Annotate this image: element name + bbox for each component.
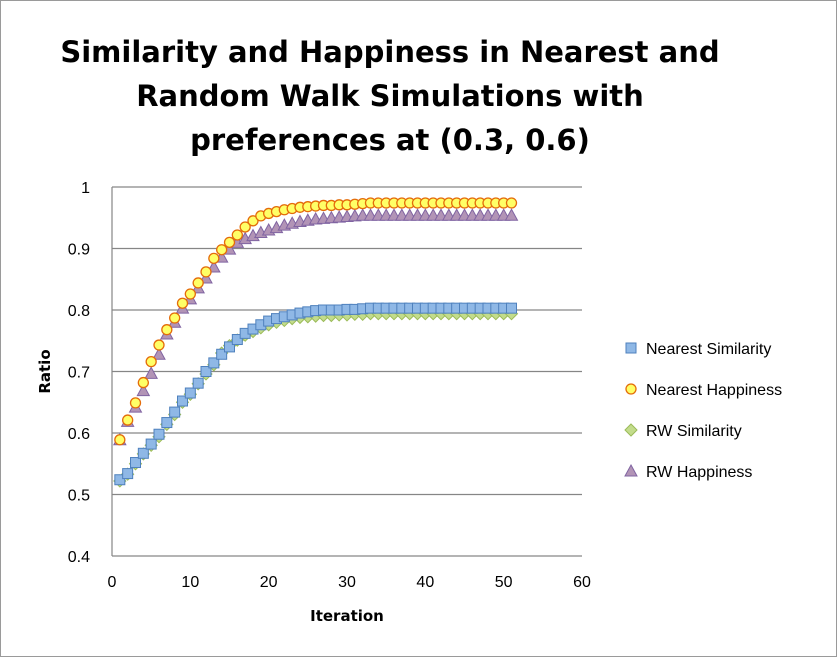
- data-point: [152, 347, 166, 360]
- x-tick-label: 40: [416, 574, 434, 591]
- y-tick-label: 0.9: [68, 242, 90, 259]
- x-tick-label: 30: [338, 574, 356, 591]
- data-point: [169, 312, 181, 324]
- axes: [111, 187, 582, 557]
- data-point: [122, 468, 134, 480]
- data-point: [114, 434, 126, 446]
- y-tick-label: 0.8: [68, 303, 90, 320]
- data-point: [231, 334, 243, 346]
- data-point: [200, 366, 212, 377]
- data-point: [130, 457, 141, 469]
- data-point: [153, 428, 165, 440]
- series-nearest-happiness: [114, 197, 518, 446]
- gridlines: [112, 186, 582, 496]
- y-tick-label: 0.6: [68, 426, 90, 443]
- chart-title-line-2: Random Walk Simulations with: [136, 79, 644, 113]
- data-point: [145, 356, 157, 368]
- x-axis-label: Iteration: [310, 607, 384, 625]
- y-tick-label: 0.4: [68, 549, 90, 566]
- data-point: [247, 215, 259, 227]
- chart-title: Similarity and Happiness in Nearest and …: [60, 30, 720, 162]
- series-rw-similarity: [113, 306, 519, 488]
- chart-title-line-1: Similarity and Happiness in Nearest and: [60, 35, 720, 69]
- data-point: [114, 474, 126, 486]
- data-point: [137, 447, 149, 459]
- x-tick-label: 20: [260, 574, 278, 591]
- legend-label: Nearest Similarity: [646, 341, 771, 358]
- data-point: [504, 208, 519, 221]
- legend-marker: [624, 423, 638, 437]
- legend-label: RW Similarity: [646, 423, 742, 440]
- data-point: [200, 266, 212, 278]
- x-tick-label: 10: [181, 574, 199, 591]
- x-tick-label: 50: [495, 574, 513, 591]
- y-tick-label: 1: [81, 180, 90, 197]
- data-point: [153, 339, 165, 351]
- data-point: [161, 324, 173, 336]
- x-tick-label: 60: [573, 574, 591, 591]
- tick-labels: 0.40.50.60.70.80.910 10 20 30 40 50 60: [68, 180, 591, 591]
- data-point: [223, 236, 236, 249]
- data-point: [216, 348, 228, 360]
- series-nearest-similarity: [114, 302, 517, 486]
- y-tick-label: 0.7: [68, 365, 90, 382]
- data-point: [239, 221, 251, 233]
- data-point: [145, 438, 157, 450]
- data-point: [137, 376, 149, 389]
- data-point: [224, 341, 235, 353]
- data-point: [122, 414, 134, 426]
- data-point: [161, 417, 173, 429]
- data-point: [216, 244, 228, 256]
- legend-label: Nearest Happiness: [646, 382, 782, 399]
- legend-marker: [625, 383, 637, 395]
- data-point: [192, 277, 204, 289]
- legend-marker: [624, 463, 638, 477]
- legend-label: RW Happiness: [646, 464, 752, 481]
- data-point: [506, 302, 517, 314]
- data-point: [129, 397, 142, 409]
- chart-title-line-3: preferences at (0.3, 0.6): [190, 123, 590, 157]
- x-tick-label: 0: [108, 574, 117, 591]
- y-axis-label: Ratio: [36, 349, 54, 393]
- data-marks: [112, 197, 519, 488]
- legend: Nearest Similarity Nearest Happiness RW Si…: [624, 341, 782, 481]
- data-point: [144, 366, 159, 379]
- data-point: [184, 387, 196, 399]
- y-tick-label: 0.5: [68, 488, 90, 505]
- data-point: [176, 297, 189, 309]
- data-point: [177, 395, 188, 407]
- data-point: [184, 288, 196, 300]
- data-point: [169, 406, 181, 418]
- data-point: [136, 383, 151, 397]
- legend-marker: [625, 342, 637, 354]
- data-point: [208, 357, 220, 369]
- data-point: [192, 377, 204, 389]
- data-point: [231, 229, 243, 241]
- data-point: [208, 252, 220, 264]
- data-point: [505, 197, 518, 209]
